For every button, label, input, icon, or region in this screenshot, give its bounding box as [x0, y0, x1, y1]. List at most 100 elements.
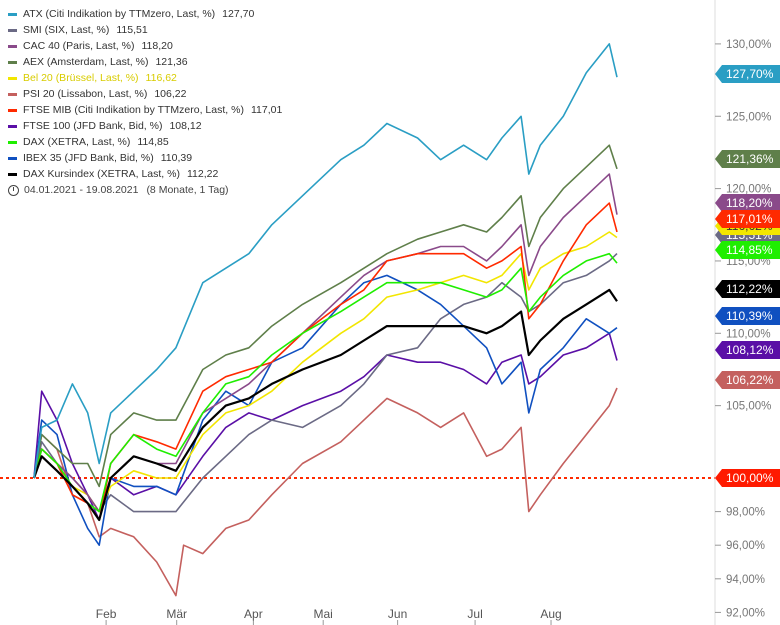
x-tick-label: Jun — [388, 607, 407, 621]
legend-swatch — [8, 124, 17, 128]
end-label-aex-text: 121,36% — [726, 152, 774, 166]
y-tick-label: 125,00% — [726, 111, 771, 123]
series-line-dax — [33, 252, 618, 513]
end-label-ibex-35: 110,39% — [715, 307, 780, 325]
end-label-cac-40-text: 118,20% — [726, 196, 773, 210]
x-tick-label: Mär — [166, 607, 187, 621]
end-label-cac-40-bg — [715, 194, 780, 212]
legend-item[interactable]: CAC 40 (Paris, Last, %) 118,20 — [8, 38, 282, 54]
legend-value: 115,51 — [116, 24, 148, 36]
end-label-cac-40: 118,20% — [715, 194, 780, 212]
legend-item[interactable]: DAX (XETRA, Last, %) 114,85 — [8, 134, 282, 150]
legend-rows: ATX (Citi Indikation by TTMzero, Last, %… — [8, 6, 282, 182]
legend-swatch — [8, 92, 17, 96]
legend-label: FTSE 100 (JFD Bank, Bid, %) — [23, 120, 163, 132]
x-tick-label: Feb — [96, 607, 117, 621]
legend-value: 118,20 — [141, 40, 173, 52]
y-axis: 92,00% 94,00% 96,00% 98,00% 105,00% 110,00% 11… — [714, 0, 771, 625]
period-range: 04.01.2021 - 19.08.2021 — [24, 184, 139, 196]
period-duration: (8 Monate, 1 Tag) — [146, 184, 229, 196]
end-label-dax-kursindex-text: 112,22% — [726, 282, 773, 296]
end-label-dax-kursindex: 112,22% — [715, 280, 780, 298]
end-label-psi-20: 106,22% — [715, 371, 780, 389]
legend-item[interactable]: FTSE 100 (JFD Bank, Bid, %) 108,12 — [8, 118, 282, 134]
baseline-label: 100,00% — [715, 469, 780, 487]
series-line-dax-kursindex — [32, 288, 618, 522]
legend-value: 106,22 — [154, 88, 187, 100]
end-label-atx-text: 127,70% — [726, 67, 774, 81]
legend-swatch — [8, 44, 17, 48]
legend-value: 116,62 — [145, 72, 177, 84]
legend-swatch — [8, 108, 17, 112]
end-label-ftse-100-bg — [715, 341, 780, 359]
legend-swatch — [8, 140, 17, 144]
end-label-dax: 114,85% — [715, 241, 780, 259]
legend-label: ATX (Citi Indikation by TTMzero, Last, %… — [23, 8, 216, 20]
legend-item[interactable]: ATX (Citi Indikation by TTMzero, Last, %… — [8, 6, 282, 22]
y-tick-label: 110,00% — [726, 328, 771, 340]
legend-label: CAC 40 (Paris, Last, %) — [23, 40, 135, 52]
legend-item[interactable]: AEX (Amsterdam, Last, %) 121,36 — [8, 54, 282, 70]
legend-label: DAX (XETRA, Last, %) — [23, 136, 131, 148]
legend-label: SMI (SIX, Last, %) — [23, 24, 110, 36]
period-row: 04.01.2021 - 19.08.2021 (8 Monate, 1 Tag… — [8, 182, 282, 198]
legend-label: PSI 20 (Lissabon, Last, %) — [23, 88, 148, 100]
series-line-ibex-35 — [33, 274, 618, 546]
baseline-label-bg — [715, 469, 780, 487]
legend-value: 121,36 — [155, 56, 188, 68]
legend-item[interactable]: Bel 20 (Brüssel, Last, %) 116,62 — [8, 70, 282, 86]
legend-swatch — [8, 12, 17, 16]
legend-swatch — [8, 76, 17, 80]
legend-label: IBEX 35 (JFD Bank, Bid, %) — [23, 152, 154, 164]
y-tick-label: 96,00% — [726, 540, 765, 552]
end-label-psi-20-bg — [715, 371, 780, 389]
legend-swatch — [8, 172, 17, 176]
end-label-atx: 127,70% — [715, 65, 780, 83]
y-tick-label: 98,00% — [726, 507, 765, 519]
y-tick-label: 130,00% — [726, 39, 771, 51]
legend-label: Bel 20 (Brüssel, Last, %) — [23, 72, 139, 84]
legend-item[interactable]: PSI 20 (Lissabon, Last, %) 106,22 — [8, 86, 282, 102]
end-label-dax-kursindex-bg — [715, 280, 780, 298]
legend-label: AEX (Amsterdam, Last, %) — [23, 56, 149, 68]
end-label-ftse-mib-bg — [715, 210, 780, 228]
legend-swatch — [8, 156, 17, 160]
legend-item[interactable]: DAX Kursindex (XETRA, Last, %) 112,22 — [8, 166, 282, 182]
clock-icon — [8, 184, 19, 196]
end-label-ibex-35-bg — [715, 307, 780, 325]
legend-value: 117,01 — [250, 104, 283, 116]
legend: ATX (Citi Indikation by TTMzero, Last, %… — [8, 6, 282, 198]
end-label-dax-bg — [715, 241, 780, 259]
x-tick-label: Aug — [540, 607, 561, 621]
legend-item[interactable]: IBEX 35 (JFD Bank, Bid, %) 110,39 — [8, 150, 282, 166]
end-label-ftse-mib: 117,01% — [715, 210, 780, 228]
legend-value: 114,85 — [137, 136, 169, 148]
end-label-ftse-mib-text: 117,01% — [726, 212, 773, 226]
y-tick-label: 94,00% — [726, 574, 765, 586]
y-tick-label: 120,00% — [726, 184, 771, 196]
end-label-ftse-100-text: 108,12% — [726, 343, 774, 357]
legend-value: 112,22 — [186, 168, 219, 180]
legend-swatch — [8, 60, 17, 64]
x-tick-label: Jul — [467, 607, 482, 621]
end-label-ftse-100: 108,12% — [715, 341, 780, 359]
series-layer — [32, 43, 618, 597]
end-labels: 100,00%115,51%116,62%118,20%117,01%114,8… — [715, 65, 780, 487]
legend-label: FTSE MIB (Citi Indikation by TTMzero, La… — [23, 104, 244, 116]
end-label-psi-20-text: 106,22% — [726, 373, 774, 387]
legend-value: 108,12 — [169, 120, 202, 132]
legend-item[interactable]: FTSE MIB (Citi Indikation by TTMzero, La… — [8, 102, 282, 118]
legend-item[interactable]: SMI (SIX, Last, %) 115,51 — [8, 22, 282, 38]
series-line-atx — [33, 43, 618, 479]
legend-value: 127,70 — [222, 8, 255, 20]
legend-swatch — [8, 28, 17, 32]
x-tick-label: Mai — [314, 607, 333, 621]
legend-value: 110,39 — [160, 152, 193, 164]
end-label-atx-bg — [715, 65, 780, 83]
series-line-cac-40 — [33, 173, 618, 513]
x-axis: Feb Mär Apr Mai Jun Jul Aug — [96, 607, 562, 625]
end-label-aex: 121,36% — [715, 150, 780, 168]
baseline-label-text: 100,00% — [726, 471, 774, 485]
series-line-aex — [33, 144, 618, 488]
